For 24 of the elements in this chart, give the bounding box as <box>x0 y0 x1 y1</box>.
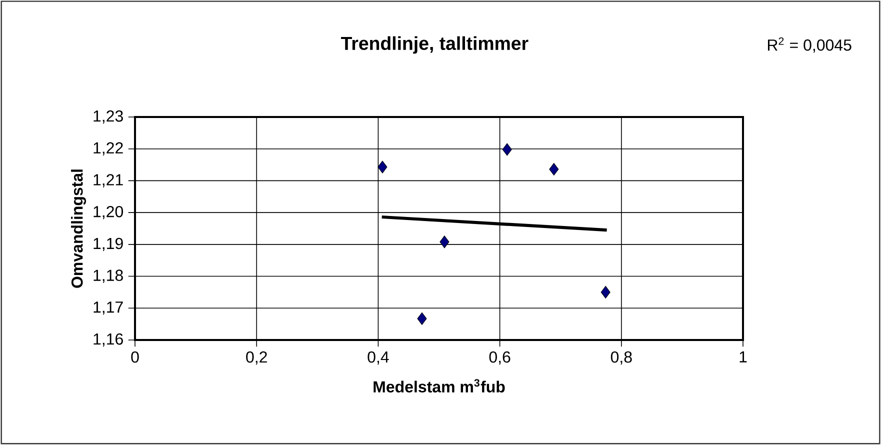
point <box>440 236 450 248</box>
y-tick-label: 1,18 <box>94 270 123 283</box>
y-tick-label: 1,17 <box>94 302 123 315</box>
x-tick-label: 0,4 <box>368 351 389 365</box>
x-tick-label: 0 <box>131 351 139 363</box>
chart-title: Trendlinje, talltimmer <box>341 36 528 54</box>
y-axis-title: Omvandlingstal <box>71 170 86 288</box>
point <box>549 162 559 176</box>
y-tick-label: 1,22 <box>94 142 123 156</box>
point <box>378 160 388 174</box>
x-tick-label: 1 <box>740 351 747 362</box>
point <box>502 143 512 156</box>
x-tick-label: 0,8 <box>610 351 632 365</box>
x-axis-title: Medelstam m$^{3}$fub <box>374 379 505 392</box>
x-tick-label: 0,6 <box>489 351 510 365</box>
y-tick-label: 1,23 <box>94 110 123 124</box>
point <box>417 312 427 325</box>
y-tick-label: 1,19 <box>94 238 123 252</box>
x-tick-label: 0,2 <box>246 351 267 365</box>
text: R$^{2}$ = 0,0045 <box>768 37 852 53</box>
y-tick-label: 1,21 <box>94 174 123 188</box>
y-tick-label: 1,16 <box>94 333 123 347</box>
point <box>600 286 610 298</box>
y-tick-label: 1,20 <box>94 206 124 220</box>
